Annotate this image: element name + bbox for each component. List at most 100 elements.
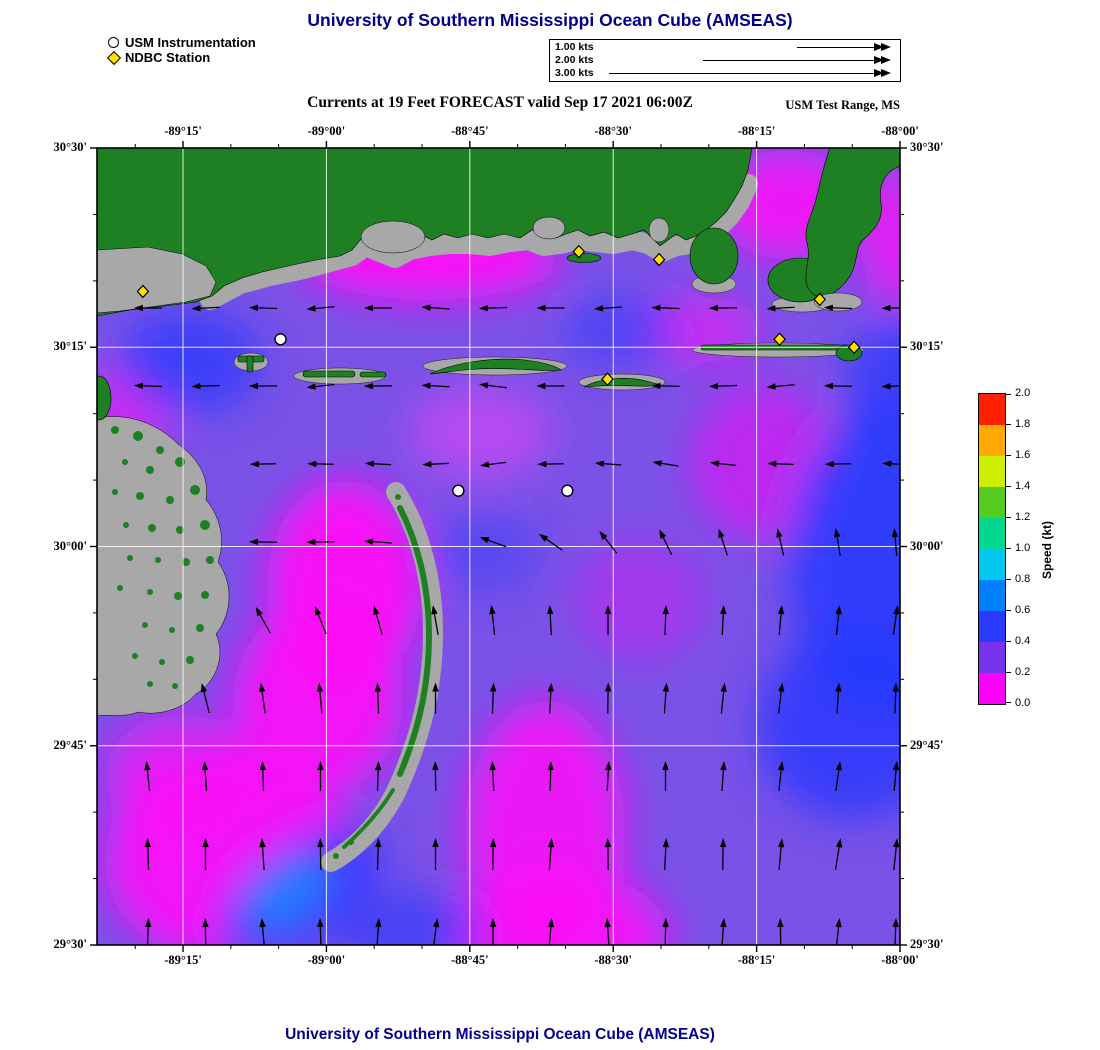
current-arrow-head — [316, 682, 324, 692]
land-layer — [97, 148, 900, 872]
current-arrow-shaft — [486, 461, 507, 466]
pascagoula-inlet — [648, 217, 670, 243]
current-arrow-shaft — [544, 537, 563, 551]
current-arrow-head — [709, 460, 720, 467]
footer-title: University of Southern Mississippi Ocean… — [285, 1026, 715, 1043]
current-arrow-head — [255, 606, 263, 617]
current-arrow-shaft — [146, 767, 151, 792]
current-arrow-head — [191, 305, 201, 312]
current-arrow-shaft — [429, 462, 449, 465]
current-arrow-shaft — [204, 767, 208, 792]
current-arrow-head — [835, 682, 842, 692]
current-arrow-head — [489, 605, 496, 615]
coastal-shoals — [200, 174, 758, 310]
current-arrow-head — [546, 604, 554, 615]
current-arrow-shaft — [778, 844, 782, 870]
bay-st-louis — [360, 220, 426, 254]
current-arrow-head — [314, 606, 322, 616]
current-arrow-head — [144, 838, 151, 848]
ndbc-station-marker — [813, 292, 827, 307]
current-arrow-shaft — [778, 611, 782, 636]
colorbar-tick-label: 0.8 — [1015, 573, 1031, 585]
current-arrow-shaft — [549, 689, 552, 714]
current-arrow-head — [892, 917, 899, 928]
current-arrow-shaft — [661, 535, 673, 555]
current-arrow-shaft — [773, 384, 795, 388]
station-markers — [136, 244, 861, 497]
current-arrow-head — [835, 838, 843, 848]
current-arrow-head — [432, 760, 439, 771]
current-arrow-shaft — [376, 767, 379, 792]
current-arrow-head — [432, 682, 439, 692]
current-arrow-shaft — [778, 767, 782, 792]
current-arrow-shaft — [261, 844, 265, 870]
colorbar: 2.0 1.8 1.6 1.4 1.2 1.0 0.8 0.6 0.4 0.2 0.0 — [978, 387, 1098, 713]
current-arrow-shaft — [313, 306, 335, 310]
current-arrow-shaft — [835, 611, 840, 636]
current-arrow-head — [317, 760, 324, 770]
current-arrow-shaft — [721, 767, 725, 792]
current-arrow-shaft — [834, 845, 841, 870]
current-arrow-head — [652, 460, 662, 467]
current-arrow-shaft — [313, 383, 335, 388]
current-arrow-head — [823, 304, 834, 312]
current-arrow-head — [594, 460, 605, 467]
current-arrow-shaft — [606, 767, 610, 792]
ndbc-station-marker — [572, 244, 586, 259]
current-arrow-shaft — [774, 463, 794, 466]
colorbar-tick — [1006, 702, 1011, 703]
scale-arrowhead-icon — [881, 42, 891, 51]
current-arrow-head — [604, 838, 612, 848]
current-arrow-shaft — [773, 306, 795, 310]
current-arrow-head — [248, 382, 258, 390]
current-arrow-head — [767, 460, 777, 468]
current-arrow-head — [431, 605, 438, 615]
current-arrow-shaft — [485, 384, 508, 389]
current-arrow-head — [200, 682, 208, 693]
colorbar-tick-label: 0.4 — [1015, 635, 1031, 647]
current-arrow-shaft — [721, 924, 725, 945]
ndbc-station-marker — [652, 252, 666, 267]
current-arrow-shaft — [319, 689, 323, 714]
current-arrow-shaft — [721, 611, 725, 636]
scale-arrow-line-1 — [797, 46, 876, 48]
map-frame — [96, 147, 901, 946]
current-arrow-shaft — [376, 845, 379, 870]
current-arrow-head — [720, 760, 727, 771]
colorbar-tick — [1006, 579, 1011, 580]
current-arrow-head — [777, 605, 785, 615]
current-arrow-head — [604, 682, 612, 692]
current-arrow-head — [133, 304, 143, 312]
current-arrow-head — [489, 917, 497, 927]
legend-ndbc-row: NDBC Station — [106, 50, 256, 65]
biloxi-bay — [532, 216, 566, 240]
current-arrow-shaft — [601, 462, 622, 466]
scale-label-3: 3.00 kts — [555, 67, 594, 79]
current-arrow-shaft — [664, 611, 667, 636]
current-arrow-head — [306, 383, 316, 390]
current-arrow-head — [144, 761, 151, 771]
current-arrow-shaft — [261, 689, 266, 714]
current-arrow-head — [720, 682, 727, 692]
current-arrow-head — [373, 605, 380, 616]
current-arrow-head — [662, 604, 669, 615]
legend-usm-row: USM Instrumentation — [108, 35, 256, 50]
current-arrow-head — [191, 382, 201, 390]
legend-ndbc-label: NDBC Station — [125, 50, 211, 65]
current-arrow-head — [201, 760, 209, 771]
current-arrow-shaft — [715, 384, 738, 387]
current-arrow-shaft — [491, 767, 495, 792]
current-arrow-shaft — [894, 534, 898, 557]
colorbar-tick — [1006, 548, 1011, 549]
current-arrow-head — [662, 917, 669, 927]
current-arrow-head — [708, 382, 719, 390]
current-arrow-shaft — [894, 924, 897, 945]
region-label: USM Test Range, MS — [785, 98, 900, 112]
current-arrow-shaft — [888, 385, 900, 388]
current-arrow-head — [605, 760, 612, 771]
scale-arrowhead-icon — [874, 55, 884, 64]
current-arrow-shaft — [835, 767, 840, 791]
current-arrow-head — [720, 917, 727, 928]
current-arrow-shaft — [548, 844, 552, 870]
current-arrow-shaft — [316, 612, 327, 635]
